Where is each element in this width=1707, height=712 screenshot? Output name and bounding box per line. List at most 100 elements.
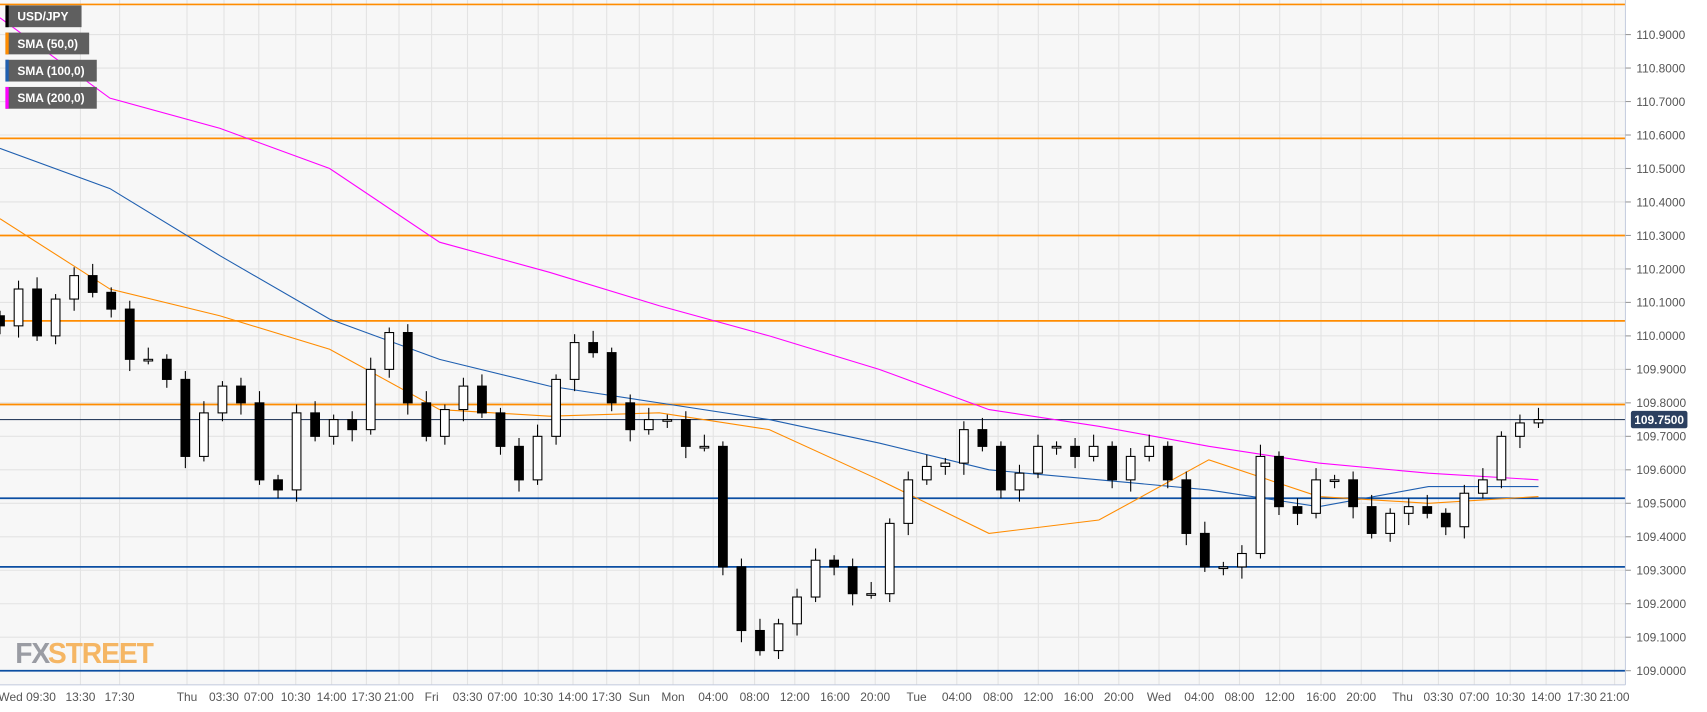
y-tick-label: 109.3000 [1636, 564, 1686, 578]
x-tick-label: 20:00 [1346, 690, 1376, 704]
candle [1014, 464, 1025, 502]
x-tick-label: 14:00 [317, 690, 347, 704]
candle-body-up [773, 623, 784, 652]
candle [180, 371, 191, 469]
candle-body-down [124, 308, 135, 360]
candle [940, 458, 951, 475]
candle [365, 357, 376, 435]
candle [1070, 438, 1080, 469]
candle [495, 407, 506, 455]
legend-item: SMA (100,0) [5, 59, 97, 82]
y-tick-label: 109.2000 [1636, 597, 1686, 611]
x-tick-label: 16:00 [1306, 690, 1336, 704]
x-tick-label: 08:00 [1225, 690, 1255, 704]
candle-body-up [143, 358, 154, 362]
candle-body-up [69, 275, 80, 300]
candle-body-down [161, 358, 172, 380]
candle [1162, 441, 1173, 489]
candle [1496, 431, 1507, 489]
candle-body-up [643, 419, 654, 431]
y-tick-label: 109.5000 [1636, 497, 1686, 511]
candle-body-up [1255, 455, 1266, 555]
candle-body-up [1125, 455, 1136, 481]
y-tick-label: 109.8000 [1636, 396, 1686, 410]
y-tick-label: 109.0000 [1636, 664, 1686, 678]
candle-body-down [1292, 506, 1303, 514]
candle [439, 404, 450, 445]
candle [1274, 451, 1284, 516]
x-tick-label: 17:30 [351, 690, 381, 704]
candle [143, 347, 154, 365]
candle-body-up [1329, 479, 1340, 483]
candle-body-down [977, 429, 988, 447]
candle [1348, 471, 1359, 519]
candle [0, 310, 5, 335]
legend-label: SMA (50,0) [17, 37, 78, 51]
candle [773, 618, 784, 659]
candle-body-down [1162, 445, 1173, 481]
x-tick-label: 04:00 [1184, 690, 1214, 704]
candle [847, 558, 858, 606]
candle-body-down [606, 352, 617, 404]
y-tick-label: 109.9000 [1636, 363, 1686, 377]
candle [1329, 474, 1340, 489]
candle [32, 277, 42, 341]
x-tick-label: 12:00 [1265, 690, 1295, 704]
candle-body-down [680, 419, 691, 447]
legend: USD/JPY SMA (50,0) SMA (100,0) SMA (200,0) [5, 5, 97, 109]
candle [1440, 508, 1451, 536]
x-tick-label: 12:00 [1023, 690, 1053, 704]
x-tick-label: 20:00 [1104, 690, 1134, 704]
candle-body-up [1051, 445, 1062, 449]
candle [551, 374, 561, 445]
x-tick-label: 12:00 [780, 690, 810, 704]
candle-body-down [1348, 479, 1359, 508]
y-tick-label: 110.6000 [1636, 128, 1685, 142]
candle-body-up [1459, 492, 1470, 528]
legend-box [5, 86, 97, 109]
candle-body-up [903, 479, 914, 524]
candle [1107, 441, 1118, 489]
x-tick-label: 20:00 [860, 690, 890, 704]
candle [755, 618, 765, 656]
y-tick-label: 110.4000 [1636, 195, 1685, 209]
x-tick-label: 17:30 [1567, 690, 1597, 704]
x-tick-label: Wed [1147, 690, 1171, 704]
candle [699, 434, 710, 452]
horizontal-levels [0, 3, 1626, 672]
candle [996, 441, 1006, 499]
candle-body-down [829, 559, 840, 568]
candle [384, 327, 395, 378]
candle [1199, 521, 1210, 572]
candle [588, 330, 599, 358]
x-tick-label: 14:00 [1531, 690, 1561, 704]
candle-body-up [13, 288, 24, 327]
candle-body-up [217, 385, 228, 414]
candle-body-up [1311, 479, 1321, 514]
candle [1033, 434, 1043, 479]
x-tick-label: Fri [425, 690, 439, 704]
x-tick-label: Sun [629, 690, 650, 704]
candle-body-down [180, 378, 191, 457]
candle-body-up [884, 522, 895, 595]
candle [884, 518, 895, 603]
candle-body-down [402, 331, 413, 404]
x-tick-label: 04:00 [942, 690, 972, 704]
candle-body-up [569, 342, 580, 380]
candle-body-down [755, 629, 765, 652]
x-tick-label: Thu [1392, 690, 1413, 704]
y-tick-label: 109.1000 [1636, 631, 1686, 645]
y-tick-label: 110.2000 [1636, 262, 1685, 276]
candle-body-down [477, 385, 487, 414]
candle-body-up [1385, 512, 1396, 534]
candle-body-up [1515, 422, 1525, 437]
legend-item: USD/JPY [5, 5, 82, 28]
candle [829, 555, 840, 576]
candle [1403, 498, 1414, 526]
x-tick-label: 21:00 [1600, 690, 1630, 704]
legend-label: USD/JPY [17, 10, 68, 24]
candle [106, 287, 117, 318]
candle-body-up [532, 435, 543, 481]
candle-body-down [996, 445, 1006, 491]
candle [1088, 434, 1099, 462]
